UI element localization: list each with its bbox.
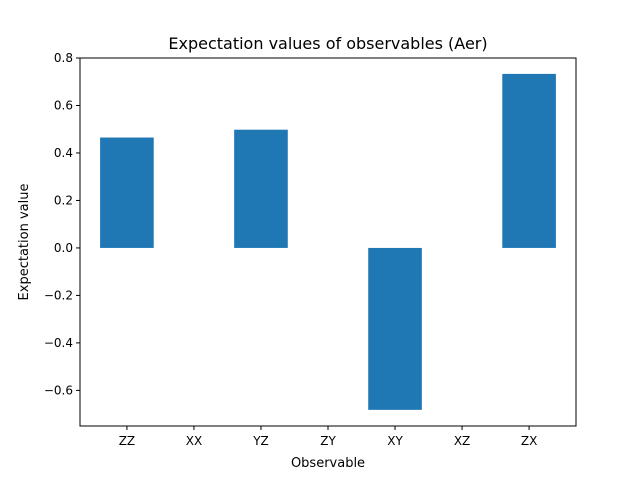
y-tick-label: 0.8	[54, 51, 73, 65]
x-tick-label-yz: YZ	[252, 434, 269, 448]
x-axis-label: Observable	[291, 456, 365, 471]
bar-yz	[234, 129, 288, 248]
x-tick-label-xy: XY	[387, 434, 403, 448]
x-tick-label-xz: XZ	[454, 434, 470, 448]
y-axis-label: Expectation value	[17, 184, 32, 301]
bar-xy	[368, 247, 422, 410]
bar-zz	[100, 137, 154, 248]
x-tick-label-zz: ZZ	[119, 434, 135, 448]
y-tick-label: −0.4	[44, 336, 73, 350]
x-tick-label-xx: XX	[186, 434, 202, 448]
x-tick-label-zx: ZX	[521, 434, 537, 448]
bar-zx	[502, 73, 556, 248]
bars-group	[100, 73, 556, 410]
y-axis-ticks: −0.6 −0.4 −0.2 0.0 0.2 0.4 0.6 0.8	[44, 51, 80, 397]
y-tick-label: 0.4	[54, 146, 73, 160]
y-tick-label: 0.6	[54, 98, 73, 112]
y-tick-label: 0.2	[54, 193, 73, 207]
plot-frame	[79, 57, 577, 427]
chart-title: Expectation values of observables (Aer)	[168, 34, 487, 53]
y-tick-label: −0.6	[44, 383, 73, 397]
x-axis-ticks: ZZ XX YZ ZY XY XZ ZX	[119, 426, 537, 448]
y-tick-label: −0.2	[44, 288, 73, 302]
x-tick-label-zy: ZY	[320, 434, 336, 448]
y-tick-label: 0.0	[54, 241, 73, 255]
